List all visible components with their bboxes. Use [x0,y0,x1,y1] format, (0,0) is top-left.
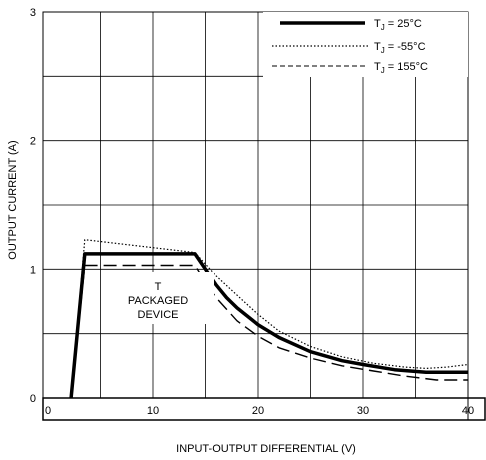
series-line-0 [69,252,468,399]
series-line-1 [70,239,469,399]
y-axis-label: OUTPUT CURRENT (A) [7,140,19,259]
annotation-line-1: T [155,281,162,293]
x-axis-label: INPUT-OUTPUT DIFFERENTIAL (V) [176,443,356,455]
series-line-2 [70,264,468,399]
legend-box: TJ = 25°C TJ = -55°C TJ = 155°C [263,12,468,77]
legend-label-neg55c: TJ = -55°C [374,41,426,55]
x-tick-label: 0 [45,405,51,417]
x-tick-labels: 0 10 20 30 40 [45,405,474,417]
y-tick-label: 3 [30,7,36,19]
legend-label-155c: TJ = 155°C [374,61,428,75]
annotation-line-2: PACKAGED [128,295,188,307]
package-annotation: T PACKAGED DEVICE [104,272,214,324]
y-tick-label: 2 [30,136,36,148]
series-layer [69,239,469,399]
x-tick-label: 20 [252,405,264,417]
annotation-background [104,272,214,324]
x-tick-label: 40 [462,405,474,417]
grid-lines [43,12,468,398]
x-tick-label: 10 [147,405,159,417]
y-tick-labels: 0 1 2 3 [30,7,36,405]
legend-label-25c: TJ = 25°C [374,18,422,32]
x-tick-label: 30 [357,405,369,417]
y-tick-label: 1 [30,264,36,276]
y-tick-label: 0 [30,393,36,405]
x-axis-band [42,397,486,421]
annotation-line-3: DEVICE [138,309,179,321]
